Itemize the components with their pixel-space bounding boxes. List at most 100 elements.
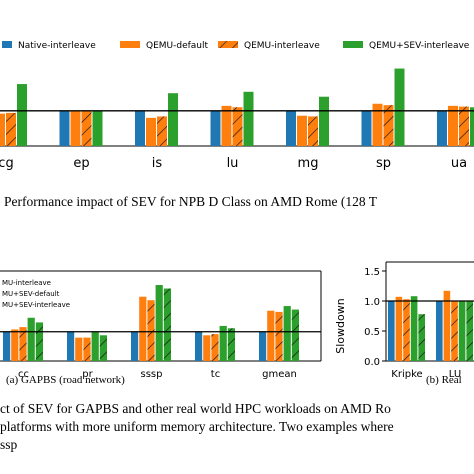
real-bar-Kripke-s0 bbox=[388, 301, 395, 361]
gapbs-bar-hatch-gmean-s4 bbox=[291, 309, 299, 361]
npb-bar-ua-s1 bbox=[448, 105, 458, 146]
legend-label-sev: QEMU+SEV-interleave bbox=[369, 41, 470, 51]
legend-label-native: Native-interleave bbox=[18, 41, 96, 51]
real-bar-LU-s1 bbox=[443, 290, 451, 361]
legend-swatch-default bbox=[120, 41, 140, 48]
npb-tick-label-mg: mg bbox=[298, 156, 319, 171]
npb-bar-mg-s0 bbox=[286, 110, 296, 146]
legend-label-interleave: QEMU-interleave bbox=[244, 41, 320, 51]
gapbs-bar-cc-s0 bbox=[3, 331, 11, 361]
npb-bar-hatch-is-s2 bbox=[157, 116, 167, 146]
real-ytick-label-1: 1.0 bbox=[364, 297, 380, 308]
gapbs-tick-label-gmean: gmean bbox=[262, 369, 297, 380]
gapbs-bar-pr-s0 bbox=[67, 331, 75, 361]
gapbs-bar-hatch-tc-s2 bbox=[211, 334, 219, 361]
npb-bar-ep-s0 bbox=[59, 110, 70, 146]
body-text-line-1: ct of SEV for GAPBS and other real world… bbox=[0, 401, 391, 416]
real-bar-Kripke-s3 bbox=[410, 296, 418, 361]
gapbs-bar-gmean-s1 bbox=[267, 310, 275, 361]
top-caption: Performance impact of SEV for NPB D Clas… bbox=[4, 194, 378, 209]
gapbs-bar-tc-s0 bbox=[195, 331, 203, 361]
npb-bar-lu-s0 bbox=[210, 110, 221, 146]
npb-bar-ua-s3 bbox=[470, 107, 474, 146]
npb-bar-mg-s3 bbox=[319, 96, 329, 146]
npb-bar-is-s0 bbox=[135, 110, 145, 146]
npb-chart: cg ep is lu mg sp ua bbox=[0, 68, 474, 171]
real-tick-label-Kripke: Kripke bbox=[391, 369, 422, 380]
gapbs-bar-gmean-s3 bbox=[283, 306, 291, 361]
npb-bar-hatch-sp-s2 bbox=[383, 105, 394, 146]
npb-bar-is-s3 bbox=[168, 93, 178, 146]
real-chart: Kripke LU 1.5 1.0 0.5 0.0 bbox=[364, 261, 474, 380]
real-bar-Kripke-s1 bbox=[395, 296, 403, 361]
real-tick-label-LU: LU bbox=[449, 369, 461, 380]
legend-swatch-sev bbox=[343, 41, 363, 48]
gapbs-bar-sssp-s0 bbox=[131, 331, 139, 361]
gapbs-bar-gmean-s0 bbox=[259, 331, 267, 361]
npb-bar-cg-s1 bbox=[0, 113, 5, 146]
body-text-line-2: platforms with more uniform memory archi… bbox=[0, 419, 394, 434]
real-ytick-label-3: 0.0 bbox=[364, 357, 380, 368]
gapbs-bar-cc-s3 bbox=[27, 317, 35, 361]
npb-tick-label-is: is bbox=[152, 156, 163, 171]
npb-tick-label-ua: ua bbox=[451, 156, 467, 171]
npb-legend: Native-interleave QEMU-default QEMU-inte… bbox=[2, 41, 470, 51]
npb-bar-ep-s1 bbox=[70, 110, 81, 146]
gapbs-tick-label-tc: tc bbox=[211, 369, 220, 380]
npb-tick-label-lu: lu bbox=[227, 156, 239, 171]
npb-bar-sp-s0 bbox=[361, 110, 372, 146]
npb-tick-label-cg: cg bbox=[0, 156, 14, 171]
gapbs-bar-hatch-gmean-s2 bbox=[275, 311, 283, 361]
real-bar-hatch-LU-s4 bbox=[466, 301, 473, 361]
body-text-line-3: ssp bbox=[0, 437, 18, 452]
real-bar-hatch-LU-s2 bbox=[451, 301, 458, 361]
caption-b: (b) Real bbox=[426, 374, 462, 386]
npb-bar-sp-s3 bbox=[394, 68, 405, 146]
gapbs-legend: MU-interleave MU+SEV-default MU+SEV-inte… bbox=[2, 279, 70, 309]
real-ytick-label-2: 0.5 bbox=[364, 327, 380, 338]
npb-bar-hatch-mg-s2 bbox=[308, 116, 318, 146]
npb-tick-label-sp: sp bbox=[376, 156, 391, 171]
gapbs-legend-label-3: MU+SEV-interleave bbox=[2, 301, 70, 309]
gapbs-bar-hatch-tc-s4 bbox=[227, 328, 235, 361]
gapbs-bar-hatch-sssp-s4 bbox=[163, 288, 171, 361]
npb-bar-hatch-cg-s2 bbox=[6, 112, 16, 146]
gapbs-bar-sssp-s1 bbox=[139, 296, 147, 361]
gapbs-tick-label-cc: cc bbox=[18, 369, 29, 380]
gapbs-bar-pr-s1 bbox=[75, 337, 83, 361]
gapbs-legend-label-1: MU-interleave bbox=[2, 279, 51, 287]
gapbs-tick-label-pr: pr bbox=[82, 369, 93, 380]
npb-bar-sp-s1 bbox=[372, 103, 383, 146]
legend-swatch-native bbox=[2, 41, 12, 48]
npb-bar-mg-s1 bbox=[297, 115, 307, 146]
real-bar-hatch-Kripke-s2 bbox=[403, 299, 410, 361]
npb-tick-label-ep: ep bbox=[73, 156, 89, 171]
gapbs-bar-sssp-s3 bbox=[155, 285, 163, 361]
gapbs-bar-pr-s3 bbox=[91, 331, 99, 361]
npb-bar-lu-s1 bbox=[221, 105, 232, 146]
npb-bar-hatch-ua-s2 bbox=[459, 106, 469, 146]
real-bar-hatch-Kripke-s4 bbox=[418, 314, 425, 361]
real-ytick-label-0: 1.5 bbox=[364, 267, 380, 278]
npb-bar-ua-s0 bbox=[437, 110, 447, 146]
legend-swatch-interleave-hatch bbox=[218, 41, 238, 48]
gapbs-bar-hatch-cc-s2 bbox=[19, 327, 27, 361]
gapbs-chart: cc pr sssp tc gmean bbox=[0, 270, 322, 380]
npb-bar-ep-s3 bbox=[92, 110, 103, 146]
gapbs-bar-tc-s3 bbox=[219, 325, 227, 361]
npb-bar-cg-s3 bbox=[17, 84, 27, 146]
gapbs-bar-hatch-cc-s4 bbox=[35, 322, 43, 361]
npb-bar-is-s1 bbox=[146, 117, 156, 146]
npb-bar-hatch-ep-s2 bbox=[81, 110, 92, 146]
real-ylabel: Slowdown bbox=[334, 298, 347, 353]
gapbs-bar-hatch-sssp-s2 bbox=[147, 300, 155, 361]
gapbs-legend-label-2: MU+SEV-default bbox=[2, 290, 60, 298]
gapbs-bar-tc-s1 bbox=[203, 335, 211, 361]
npb-bar-hatch-lu-s2 bbox=[232, 107, 243, 146]
legend-label-default: QEMU-default bbox=[146, 41, 209, 51]
gapbs-bar-hatch-pr-s2 bbox=[83, 337, 91, 361]
gapbs-bar-hatch-pr-s4 bbox=[99, 335, 107, 361]
gapbs-tick-label-sssp: sssp bbox=[141, 369, 163, 380]
gapbs-bar-cc-s1 bbox=[11, 329, 19, 361]
